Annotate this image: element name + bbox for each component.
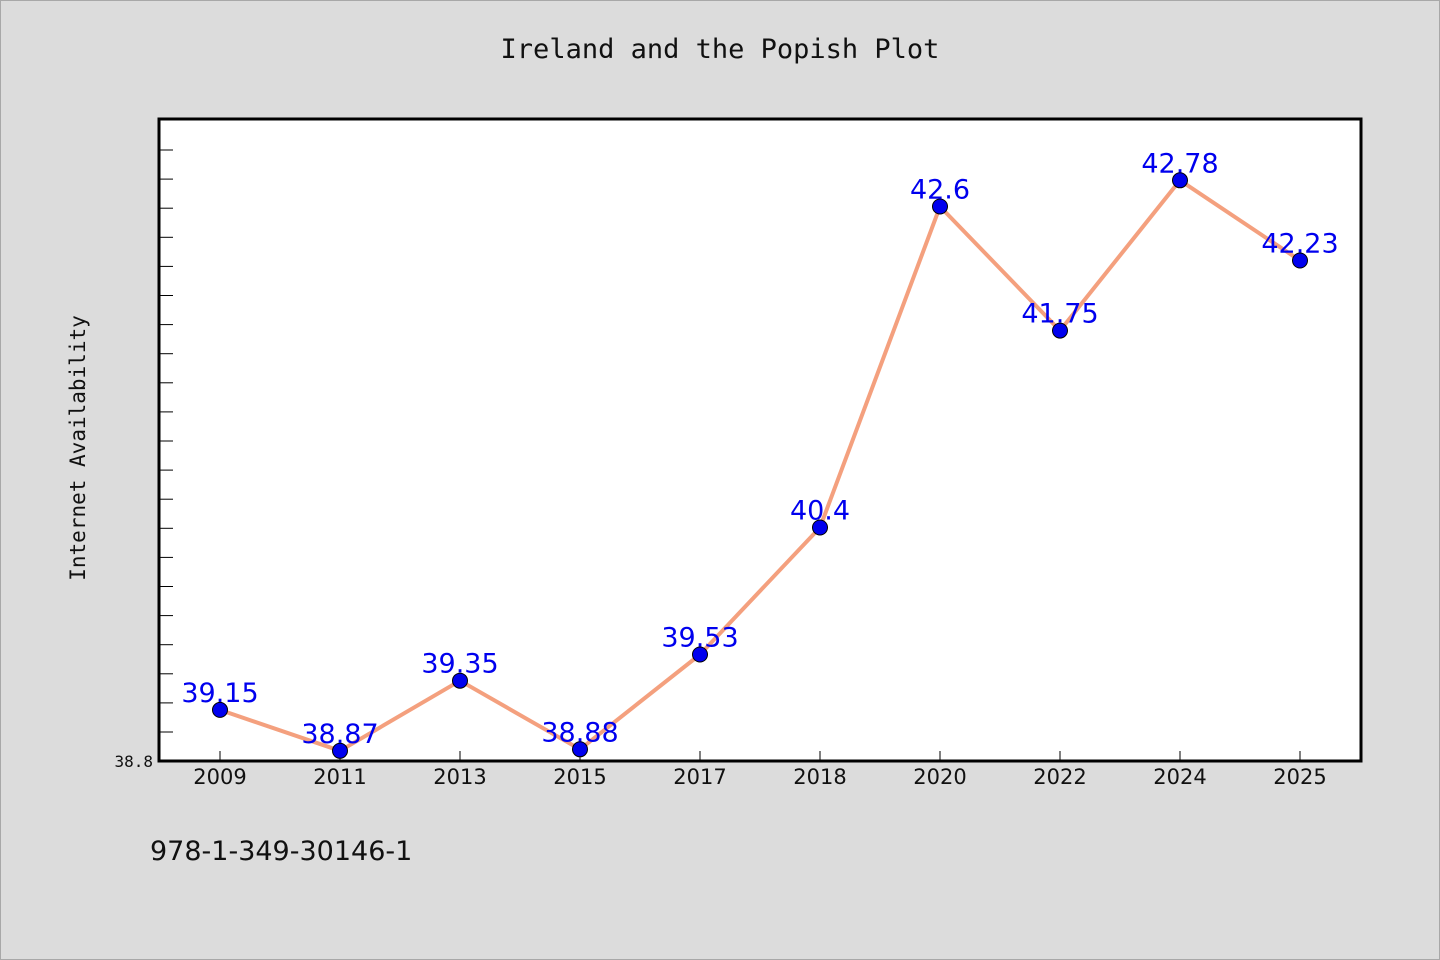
data-point [932, 198, 948, 215]
data-label: 39.35 [421, 649, 498, 680]
isbn-text: 978-1-349-30146-1 [150, 836, 413, 867]
y-minor-ticks [159, 149, 173, 733]
data-label: 38.88 [541, 717, 618, 748]
x-tick-label: 2018 [793, 765, 846, 789]
x-tick-label: 2024 [1153, 765, 1206, 789]
data-label: 40.4 [790, 496, 850, 527]
y-tick-labels: 38.8 [114, 752, 153, 771]
data-point [1172, 172, 1188, 189]
x-tick-label: 2011 [313, 765, 366, 789]
x-tick-label: 2022 [1033, 765, 1086, 789]
data-point [1052, 322, 1068, 339]
y-tick-label: 38.8 [114, 752, 153, 771]
data-label: 42.23 [1261, 229, 1338, 260]
data-label: 38.87 [301, 719, 378, 750]
data-point [692, 646, 708, 663]
data-point [212, 701, 228, 718]
data-label: 42.78 [1141, 148, 1218, 179]
data-label: 42.6 [910, 175, 970, 206]
data-point [452, 672, 468, 689]
x-tick-label: 2017 [673, 765, 726, 789]
chart-title: Ireland and the Popish Plot [500, 34, 940, 65]
x-tick-label: 2009 [193, 765, 246, 789]
series-line [219, 178, 1302, 753]
data-point [1292, 252, 1308, 269]
data-point [572, 741, 588, 758]
data-point [812, 519, 828, 536]
data-points [212, 172, 1308, 759]
data-label: 41.75 [1021, 299, 1098, 330]
data-label: 39.53 [661, 623, 738, 654]
x-tick-label: 2015 [553, 765, 606, 789]
x-tick-label: 2013 [433, 765, 486, 789]
data-labels: 39.15 38.87 39.35 38.88 39.53 40.4 42.6 41.75 42… [181, 148, 1338, 750]
x-tick-label: 2020 [913, 765, 966, 789]
data-label: 39.15 [181, 678, 258, 709]
data-point [332, 742, 348, 759]
x-tick-labels: 2009 2011 2013 2015 2017 2018 2020 2022 2024 2025 [193, 765, 1326, 789]
plot-area [157, 117, 1363, 763]
x-tick-label: 2025 [1273, 765, 1326, 789]
